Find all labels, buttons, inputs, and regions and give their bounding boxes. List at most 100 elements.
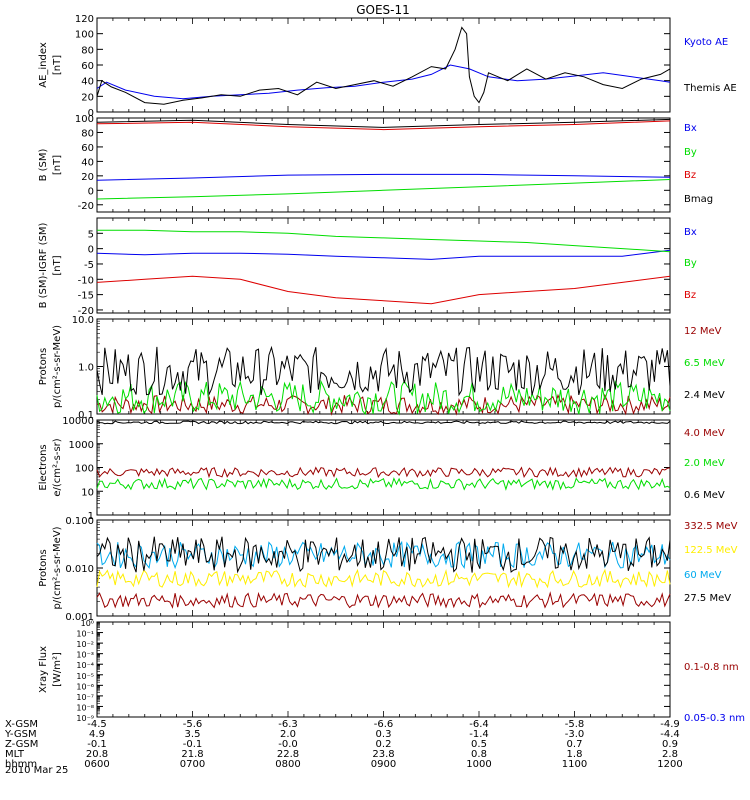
panel-4: 0.1 1.0 10.0 Protons p/(cm²-s-sr-MeV) 12 MeV 6… [38,315,725,421]
chart-title: GOES-11 [356,3,410,17]
legend-label: Kyoto AE [684,37,728,48]
y-tick-label: 100 [75,30,94,41]
y-tick-label: 10 [81,487,94,498]
y-tick-label: 10⁻⁷ [76,693,94,702]
y-tick-label: 1 [88,511,94,522]
ephemeris-value: 2.8 [662,749,678,760]
ephemeris-value: 0700 [180,759,205,770]
panel-3: -20 -15 -10 -5 0 5 B (SM)-IGRF (SM) [nT] Bx By Bz [38,217,697,317]
series-line-332-5-mev [96,591,671,609]
y-axis-unit: [nT] [52,55,63,75]
ephemeris-value: 0800 [275,759,300,770]
y-tick-label: -5 [84,260,94,271]
legend-label: Bx [684,123,697,134]
ephemeris-value: 1000 [466,759,491,770]
y-tick-label: 1000 [69,440,94,451]
series-line-2-4-mev [96,345,671,397]
legend-label: Bz [684,170,696,181]
y-axis-unit: e/(cm²-s-sr) [52,438,63,496]
y-tick-label: -15 [78,291,94,302]
y-tick-label: 10⁻⁴ [76,661,94,670]
ephemeris-row-label: X-GSM [5,719,38,730]
panel-7: 10⁻⁹ 10⁻⁸10⁻⁷ 10⁻⁶10⁻⁵ 10⁻⁴10⁻³ 10⁻²10⁻¹ 10⁰ X… [38,619,745,724]
series-line-bx [96,249,671,260]
legend-label: By [684,147,697,158]
legend-label: Bmag [684,194,713,205]
ephemeris-value: 22.8 [277,749,299,760]
ephemeris-value: 1100 [562,759,587,770]
y-tick-label: 60 [81,61,94,72]
series-line-bmag [96,118,671,128]
y-tick-label: 10.0 [72,315,94,326]
ephemeris-value: 21.8 [181,749,203,760]
ephemeris-value: 4.9 [89,729,105,740]
y-tick-label: -10 [78,275,94,286]
ephemeris-value: -0.1 [87,739,107,750]
y-axis-unit: p/(cm²-s-sr-MeV) [52,325,63,408]
y-tick-label: 0.100 [65,516,94,527]
y-tick-label: 10⁻³ [76,651,94,660]
ephemeris-value: 3.5 [185,729,201,740]
legend-label: 60 MeV [684,570,722,581]
y-tick-label: 10⁰ [81,619,94,628]
y-tick-label: 0.1 [78,410,94,421]
panel-6: 0.001 0.010 0.100 Protons p/(cm²-s-sr-MeV) 33… [38,516,738,623]
y-tick-label: 10⁻⁹ [76,714,94,723]
y-tick-label: 10⁻⁵ [76,672,94,681]
panel-1: 0 20 40 60 80 100 120 AE_index [nT] Kyoto AE Themi… [38,14,737,119]
series-line-122-5-mev [96,568,671,589]
y-tick-label: 0 [88,108,94,119]
panel-5: 1 10 100 1000 10000 Electrons e/(cm²-s-sr) 4.0 … [38,416,725,522]
y-axis-label: AE_index [38,42,49,88]
y-tick-label: 0 [88,186,94,197]
legend-label: Themis AE [683,83,737,94]
y-axis-label: Electrons [38,444,49,490]
y-tick-label: 0.001 [65,612,94,623]
legend-label: Bx [684,227,697,238]
ephemeris-row-label: Y-GSM [4,729,37,740]
legend-label: 332.5 MeV [684,521,738,532]
legend-label: 12 MeV [684,326,722,337]
y-axis-unit: [nT] [52,255,63,275]
series-line-0-6-mev [96,420,671,425]
series-line-bz [96,120,671,131]
y-axis-label: Protons [38,348,49,385]
y-tick-label: 0 [88,245,94,256]
ephemeris-row-label: Z-GSM [5,739,38,750]
y-axis-unit: [W/m²] [52,652,63,687]
y-tick-label: 60 [81,143,94,154]
y-tick-label: 20 [81,92,94,103]
legend-label: 0.6 MeV [684,490,725,501]
ephemeris-value: 0.9 [662,739,678,750]
legend-label: 6.5 MeV [684,358,725,369]
ephemeris-value: -4.5 [87,719,107,730]
ephemeris-value: 0.2 [376,739,392,750]
y-tick-label: 10⁻⁸ [76,703,94,712]
ephemeris-value: 2.0 [280,729,296,740]
panel-frame [96,519,671,617]
series-line-27-5-mev [96,536,671,574]
y-tick-label: 20 [81,172,94,183]
legend-label: 0.05-0.3 nm [684,713,745,724]
y-axis-unit: p/(cm²-s-sr-MeV) [52,526,63,609]
legend-label: 2.4 MeV [684,390,725,401]
ephemeris-value: -5.8 [565,719,585,730]
ephemeris-value: -0.0 [278,739,298,750]
legend-label: 2.0 MeV [684,458,725,469]
ephemeris-value: -3.0 [565,729,585,740]
ephemeris-table: X-GSM -4.5 -5.6 -6.3 -6.6 -6.4 -5.8 -4.9 Y-GSM 4.… [4,719,683,770]
panel-2: -20 0 20 40 60 80 100 B (SM) [nT] Bx By Bz Bmag [38,114,713,213]
ephemeris-value: -6.4 [469,719,489,730]
y-tick-label: 120 [75,14,94,25]
legend-label: By [684,258,697,269]
ephemeris-row-label: MLT [5,749,25,760]
series-line-2-0-mev [96,477,671,491]
series-line-kyoto-ae [96,64,671,100]
ephemeris-value: 1200 [657,759,682,770]
legend-label: 122.5 MeV [684,545,738,556]
ephemeris-value: -4.9 [660,719,680,730]
ephemeris-value: 20.8 [86,749,108,760]
ephemeris-value: 23.8 [372,749,394,760]
ephemeris-value: -4.4 [660,729,680,740]
